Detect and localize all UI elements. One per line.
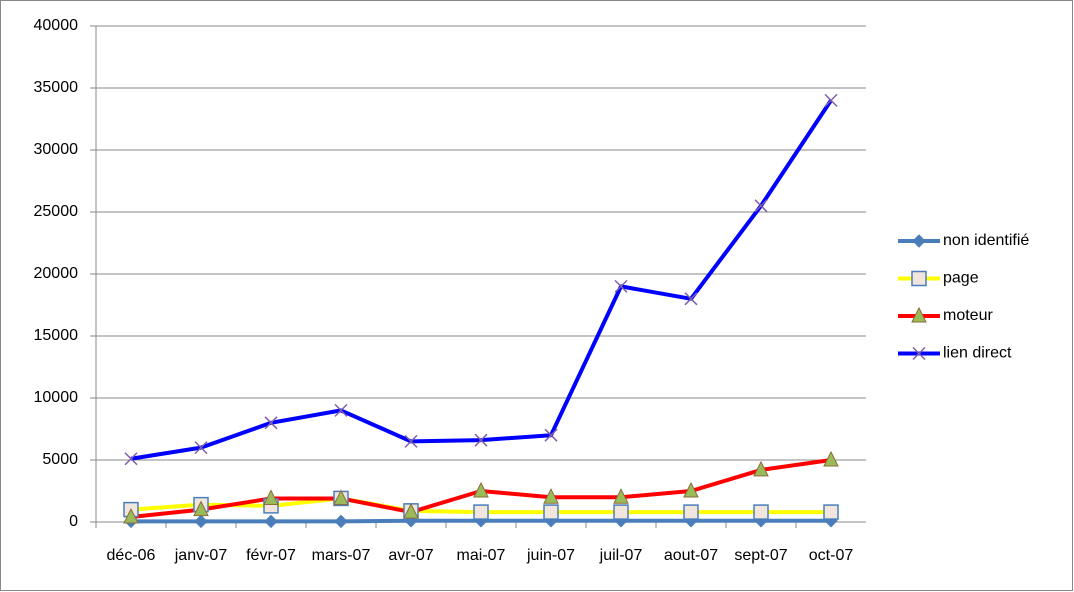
data-marker (683, 481, 699, 498)
data-marker (194, 514, 208, 529)
data-marker (333, 489, 349, 505)
y-tick-label: 10000 (34, 389, 79, 406)
data-marker (614, 279, 628, 293)
x-tick-label: janv-07 (174, 547, 228, 564)
data-marker (683, 504, 699, 520)
data-marker (404, 434, 418, 448)
data-marker (473, 504, 489, 520)
x-tick-label: sept-07 (734, 547, 787, 564)
data-marker (613, 504, 629, 520)
data-marker (543, 488, 559, 504)
legend-marker (911, 270, 927, 287)
x-tick-label: mai-07 (457, 547, 506, 564)
data-marker (823, 450, 839, 467)
data-marker (543, 504, 559, 520)
legend-label: page (943, 270, 979, 287)
legend-label: moteur (943, 307, 993, 324)
y-tick-label: 40000 (34, 17, 79, 34)
data-marker (194, 441, 208, 455)
x-tick-label: juil-07 (599, 547, 643, 564)
y-tick-label: 5000 (42, 451, 78, 468)
y-tick-label: 0 (69, 513, 78, 530)
x-tick-label: aout-07 (664, 547, 718, 564)
y-tick-label: 20000 (34, 265, 79, 282)
data-marker (193, 500, 209, 517)
legend-marker (911, 306, 927, 323)
data-marker (823, 504, 839, 520)
data-marker (264, 514, 278, 529)
legend-marker (912, 346, 926, 361)
data-marker (403, 502, 419, 519)
x-tick-label: oct-07 (809, 547, 854, 564)
x-tick-label: mars-07 (312, 547, 371, 564)
legend-marker (912, 234, 926, 248)
data-marker (124, 452, 138, 466)
data-marker (753, 504, 769, 520)
y-tick-label: 15000 (34, 327, 79, 344)
data-marker (754, 199, 768, 213)
legend-label: non identifié (943, 232, 1029, 249)
data-marker (474, 433, 488, 447)
data-marker (613, 488, 629, 504)
x-tick-label: avr-07 (388, 547, 433, 564)
x-tick-label: déc-06 (107, 547, 156, 564)
data-marker (264, 416, 278, 430)
data-marker (334, 514, 348, 529)
data-marker (544, 428, 558, 442)
data-marker (334, 403, 348, 417)
data-marker (824, 93, 838, 107)
y-tick-label: 35000 (34, 79, 79, 96)
data-marker (684, 292, 698, 306)
x-tick-label: févr-07 (246, 547, 296, 564)
data-marker (473, 481, 489, 498)
data-marker (123, 507, 139, 524)
x-tick-label: juin-07 (526, 547, 575, 564)
data-marker (753, 460, 769, 477)
legend-label: lien direct (943, 345, 1012, 362)
y-tick-label: 25000 (34, 203, 79, 220)
data-marker (263, 489, 279, 505)
y-tick-label: 30000 (34, 141, 79, 158)
